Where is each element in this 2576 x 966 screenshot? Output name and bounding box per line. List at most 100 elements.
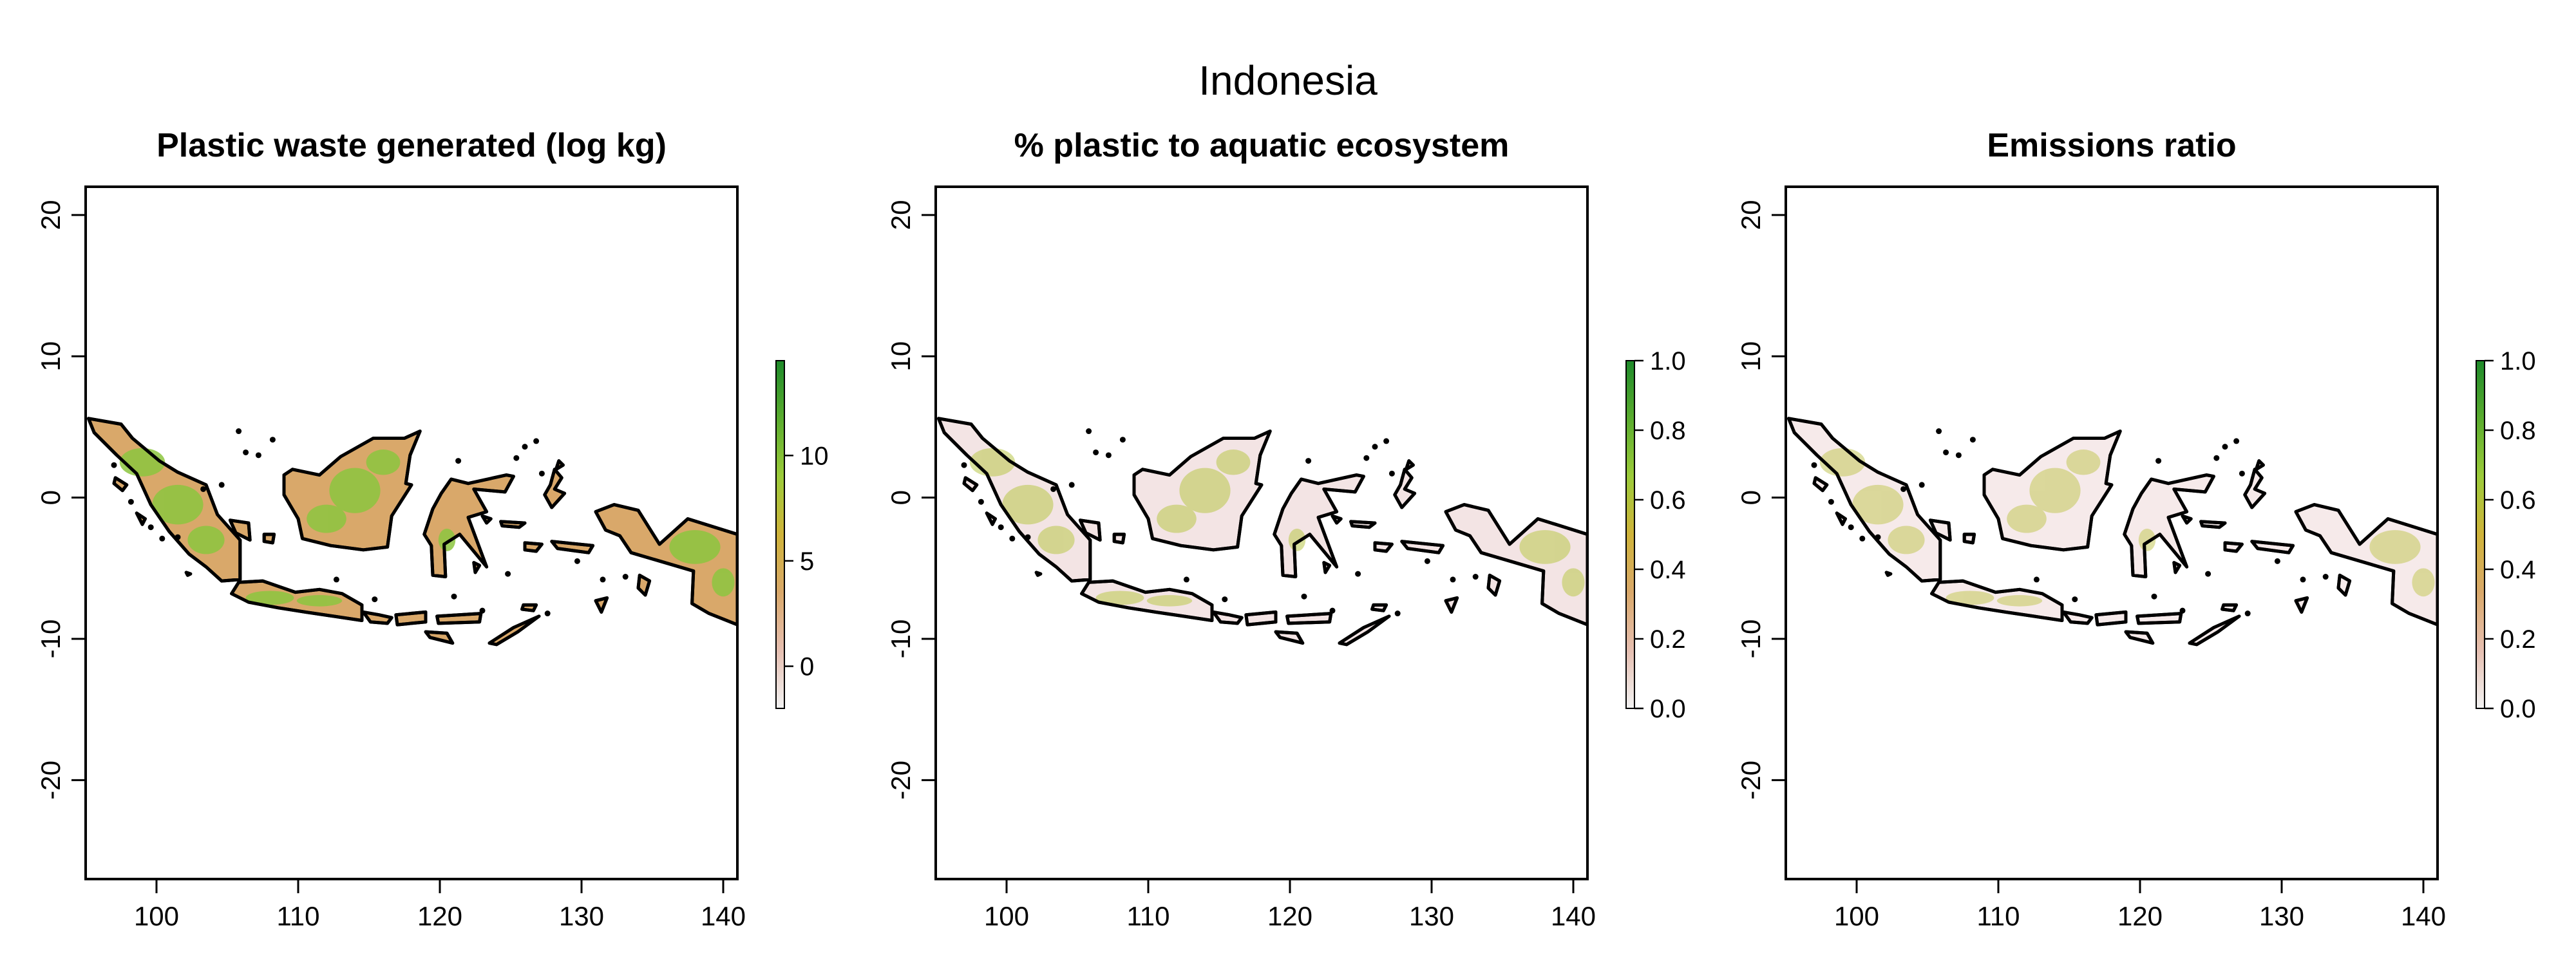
highlight-patch: [366, 450, 401, 475]
y-tick-label: 10: [1736, 341, 1766, 372]
small-island: [505, 571, 511, 577]
island-outline: [394, 610, 428, 627]
highlight-patch: [1179, 468, 1231, 513]
small-island: [1955, 452, 1962, 459]
y-tick-label: -10: [1736, 620, 1766, 659]
legend-tick-label: 0.4: [1650, 556, 1686, 584]
small-island: [513, 455, 520, 461]
small-island: [1900, 486, 1907, 492]
x-tick-label: 130: [559, 901, 604, 931]
island-outline: [1835, 511, 1847, 526]
island-outline: [1322, 561, 1332, 574]
plot-frame: [934, 185, 1589, 880]
island-outline: [2294, 596, 2309, 614]
small-island: [2072, 596, 2078, 603]
island-outline: [2123, 473, 2215, 578]
small-island: [269, 437, 276, 443]
small-island: [218, 482, 225, 488]
small-island: [961, 462, 967, 468]
legend-tick-label: 1.0: [1650, 347, 1686, 375]
legend-tick-label: 0.8: [1650, 417, 1686, 445]
island-outline: [1370, 603, 1388, 612]
y-tick-label: 0: [1736, 490, 1766, 505]
x-tick-label: 100: [984, 901, 1029, 931]
island-outline: [2188, 614, 2241, 647]
legend-tick-label: 0: [800, 653, 814, 681]
small-island: [978, 498, 984, 505]
small-island: [1363, 455, 1370, 461]
island-outline: [499, 520, 527, 529]
small-island: [538, 470, 545, 477]
small-island: [1394, 611, 1401, 617]
small-island: [2205, 571, 2211, 577]
island-outline: [262, 533, 276, 545]
highlight-patch: [1946, 591, 1994, 605]
small-island: [1222, 596, 1228, 603]
island-outline: [135, 511, 147, 526]
highlight-patch: [669, 530, 721, 564]
y-tick-label: 20: [1736, 200, 1766, 231]
legend-tick-label: 0.6: [2500, 486, 2536, 515]
plot-frame: [1785, 185, 2439, 880]
island-outline: [1373, 541, 1394, 553]
small-island: [111, 462, 117, 468]
panel-title: Plastic waste generated (log kg): [156, 127, 667, 164]
island-outline: [424, 630, 455, 645]
value-highlights: [969, 448, 1585, 607]
highlight-patch: [1157, 504, 1197, 533]
y-tick-label: 10: [35, 341, 66, 372]
x-tick-label: 120: [2117, 901, 2163, 931]
small-island: [479, 607, 486, 614]
island-outline: [282, 430, 422, 552]
y-tick-label: 10: [886, 341, 916, 372]
highlight-patch: [1146, 595, 1193, 607]
x-tick-label: 130: [1409, 901, 1454, 931]
legend-tick-label: 0.6: [1650, 486, 1686, 515]
map-plot: 100 110 120 130 14020100-10-200.00.20.40.60.…: [1736, 185, 2536, 931]
highlight-patch: [1562, 568, 1585, 597]
island-outline: [1274, 630, 1305, 645]
small-island: [1093, 449, 1099, 455]
island-outline: [86, 417, 242, 583]
x-tick-label: 110: [277, 901, 320, 931]
island-outline: [228, 518, 252, 542]
small-island: [1009, 535, 1016, 542]
small-island: [1372, 444, 1378, 450]
highlight-patch: [329, 468, 381, 513]
legend-tick-label: 0.8: [2500, 417, 2536, 445]
highlight-patch: [152, 484, 204, 525]
y-tick-label: 20: [35, 200, 66, 231]
small-island: [1086, 428, 1092, 435]
small-island: [600, 576, 606, 583]
legend-tick-label: 0.4: [2500, 556, 2536, 584]
small-island: [455, 458, 462, 464]
small-island: [1450, 576, 1456, 583]
small-island: [622, 574, 629, 580]
highlight-patch: [245, 591, 294, 605]
y-tick-label: 0: [886, 490, 916, 505]
island-outline: [550, 540, 595, 554]
small-island: [1025, 534, 1031, 540]
island-outline: [1285, 612, 1333, 625]
highlight-patch: [1037, 526, 1075, 554]
legend-tick-label: 0.2: [2500, 625, 2536, 654]
highlight-patch: [2007, 504, 2047, 533]
small-island: [2033, 576, 2040, 583]
legend-tick-label: 1.0: [2500, 347, 2536, 375]
island-outline: [554, 459, 565, 471]
island-outline: [523, 541, 544, 553]
island-outline: [1244, 610, 1278, 627]
small-island: [451, 593, 457, 600]
legend-tick-label: 0.0: [2500, 695, 2536, 723]
x-tick-label: 110: [1127, 901, 1170, 931]
island-outline: [361, 610, 393, 625]
small-island: [159, 535, 166, 542]
island-outline: [1078, 518, 1102, 542]
small-island: [533, 438, 540, 444]
highlight-patch: [1002, 484, 1054, 525]
legend-colorbar: [1625, 360, 1635, 709]
island-outline: [1486, 573, 1502, 597]
highlight-patch: [1095, 591, 1144, 605]
small-island: [175, 534, 181, 540]
